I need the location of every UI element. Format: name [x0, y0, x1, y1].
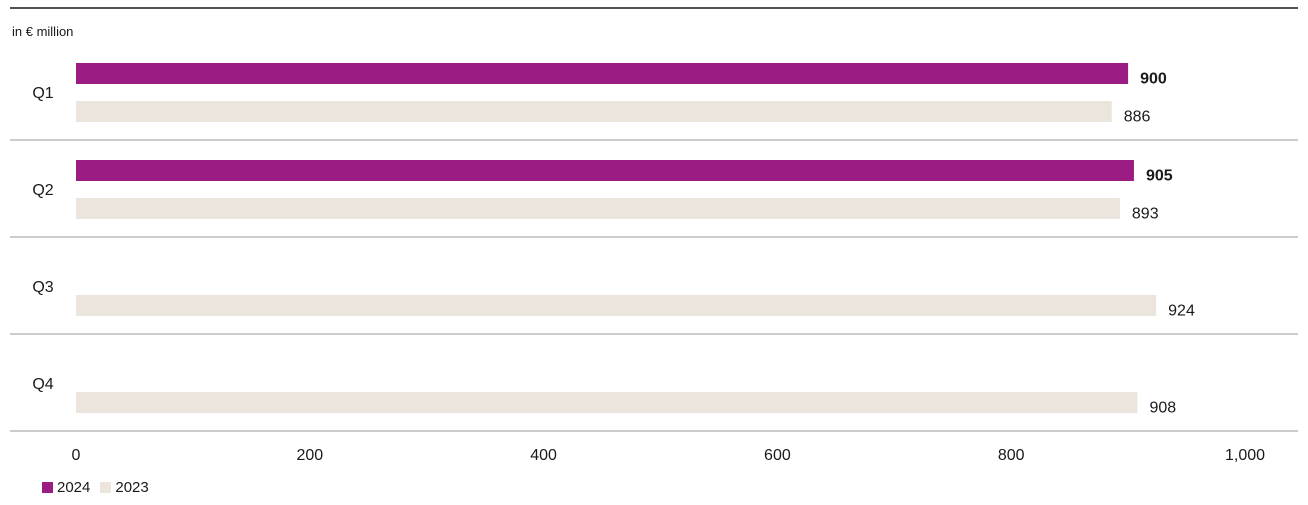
- legend-swatch-2024: [42, 482, 53, 493]
- legend-item-2023: 2023: [100, 479, 149, 496]
- legend-label-2023: 2023: [115, 479, 149, 496]
- bar-2023-q3: [76, 295, 1157, 316]
- x-tick-label: 800: [998, 447, 1025, 464]
- legend-item-2024: 2024: [42, 479, 90, 496]
- value-label-2024-q2: 905: [1146, 168, 1173, 185]
- bar-2023-q4: [76, 392, 1138, 413]
- category-label-q4: Q4: [32, 376, 53, 393]
- bar-2024-q1: [76, 63, 1129, 84]
- category-label-q2: Q2: [32, 182, 53, 199]
- bar-2024-q2: [76, 160, 1134, 181]
- legend: 2024 2023: [42, 479, 159, 496]
- category-label-q3: Q3: [32, 279, 53, 296]
- bar-chart: Q1 900 886 Q2 905 893 Q3 924 Q4 908 0 200 400 600 800 1…: [10, 7, 1298, 464]
- bar-2023-q2: [76, 198, 1120, 219]
- unit-label: in € million: [12, 24, 74, 39]
- value-label-2023-q1: 886: [1124, 109, 1151, 126]
- plot-area: Q1 900 886 Q2 905 893 Q3 924 Q4 908 0 200 400 600 800 1…: [10, 63, 1298, 464]
- value-label-2023-q4: 908: [1149, 400, 1176, 417]
- x-tick-label: 400: [530, 447, 557, 464]
- value-label-2023-q2: 893: [1132, 206, 1159, 223]
- value-label-2023-q3: 924: [1168, 303, 1195, 320]
- x-tick-label: 600: [764, 447, 791, 464]
- bar-2023-q1: [76, 101, 1112, 122]
- x-tick-label: 1,000: [1225, 447, 1265, 464]
- x-tick-label: 200: [296, 447, 323, 464]
- value-label-2024-q1: 900: [1140, 71, 1167, 88]
- legend-label-2024: 2024: [57, 479, 91, 496]
- category-label-q1: Q1: [32, 85, 53, 102]
- x-tick-label: 0: [72, 447, 81, 464]
- legend-swatch-2023: [100, 482, 112, 493]
